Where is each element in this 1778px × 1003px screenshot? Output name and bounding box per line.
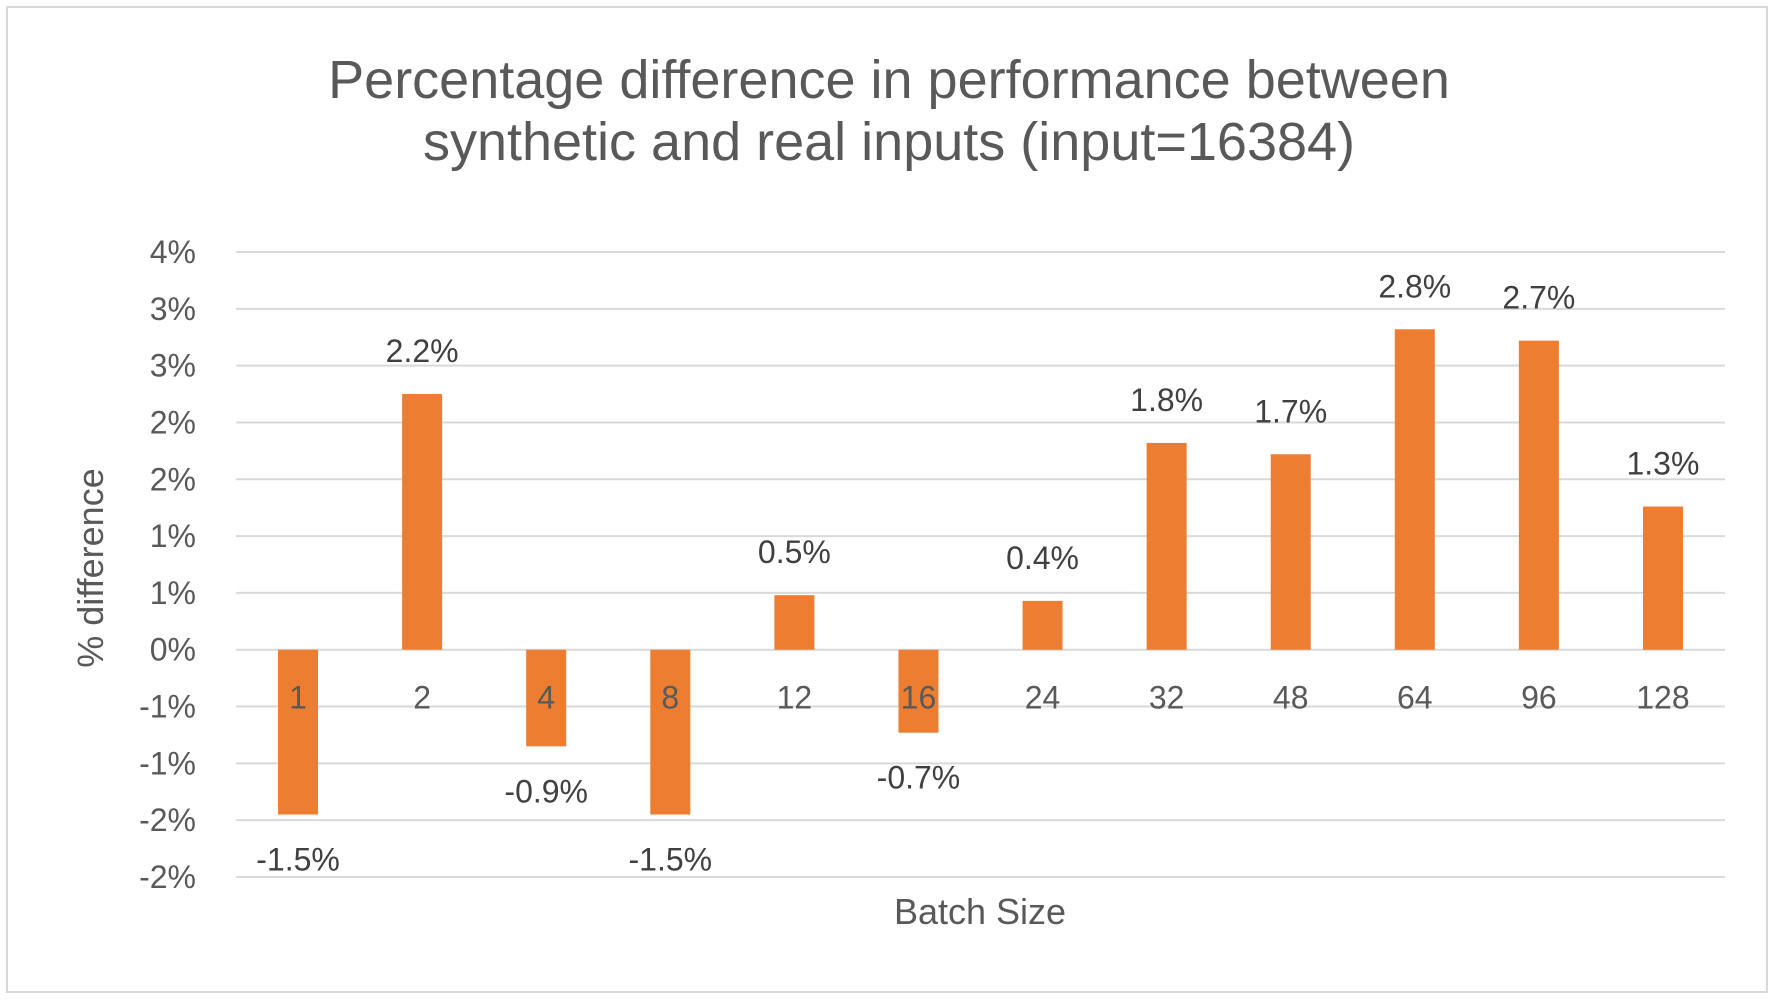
bar (774, 595, 815, 650)
x-category-label: 64 (1397, 680, 1433, 716)
x-category-label: 96 (1521, 680, 1557, 716)
bar (1642, 506, 1683, 650)
y-tick-label: 1% (150, 575, 196, 611)
chart-title-line-2: synthetic and real inputs (input=16384) (423, 112, 1355, 172)
y-tick-label: 1% (150, 518, 196, 554)
x-category-label: 128 (1636, 680, 1689, 716)
data-label: 1.7% (1254, 393, 1327, 429)
x-category-label: 32 (1149, 680, 1185, 716)
data-label: -0.7% (877, 760, 961, 796)
bar (278, 649, 319, 815)
x-category-label: 24 (1025, 680, 1061, 716)
x-category-label: 4 (537, 680, 555, 716)
x-category-label: 2 (413, 680, 431, 716)
y-tick-label: 0% (150, 632, 196, 668)
data-label: 1.3% (1626, 446, 1699, 482)
bar (1146, 442, 1187, 650)
y-tick-label: -1% (139, 745, 196, 781)
data-label: 0.4% (1006, 540, 1079, 576)
chart-frame (6, 6, 1768, 993)
y-tick-label: -2% (139, 802, 196, 838)
data-label: 2.2% (386, 333, 459, 369)
y-tick-label: -1% (139, 689, 196, 725)
bar (898, 649, 939, 733)
chart-title-line-1: Percentage difference in performance bet… (328, 50, 1450, 110)
data-label: -1.5% (628, 842, 712, 878)
data-label: 2.7% (1502, 280, 1575, 316)
data-label: -1.5% (256, 842, 340, 878)
data-label: -0.9% (504, 773, 588, 809)
x-category-label: 1 (289, 680, 307, 716)
bar (1518, 340, 1559, 650)
data-labels: -1.5% 2.2% -0.9% -1.5% 0.5% -0.7% 0.4% 1.8% 1.7%… (256, 268, 1699, 877)
y-tick-label: 2% (150, 461, 196, 497)
data-label: 2.8% (1378, 268, 1451, 304)
y-tick-label: 3% (150, 291, 196, 327)
bar (1270, 454, 1311, 650)
y-tick-label: 4% (150, 234, 196, 270)
bar (402, 394, 443, 650)
x-category-label: 48 (1273, 680, 1309, 716)
gridlines (236, 251, 1725, 878)
bar (526, 649, 567, 747)
bar (1394, 329, 1435, 650)
x-axis-title: Batch Size (894, 891, 1066, 932)
x-axis-categories: 1 2 4 8 12 16 24 32 48 64 96 128 (289, 680, 1690, 716)
data-label: 1.8% (1130, 382, 1203, 418)
bar (650, 649, 691, 815)
x-category-label: 16 (901, 680, 937, 716)
data-label: 0.5% (758, 534, 831, 570)
y-axis-title: % difference (70, 468, 111, 667)
y-tick-label: -2% (139, 859, 196, 895)
y-tick-label: 3% (150, 348, 196, 384)
bars (278, 329, 1683, 815)
y-axis-ticks: -2% -2% -1% -1% 0% 1% 1% 2% 2% 3% 3% 4% (139, 234, 196, 895)
bar (1022, 600, 1063, 650)
x-category-label: 8 (661, 680, 679, 716)
x-category-label: 12 (777, 680, 813, 716)
y-tick-label: 2% (150, 404, 196, 440)
